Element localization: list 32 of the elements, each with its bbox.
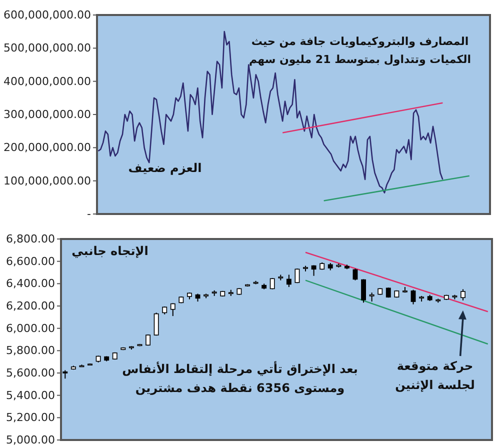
y-tick-label: 6,000.00 (6, 322, 55, 335)
y-tick-label: 400,000,000.00 (4, 74, 91, 88)
annotation: العزم ضعيف (128, 161, 202, 175)
candlestick (311, 264, 316, 276)
y-tick-label: 6,800.00 (6, 232, 55, 246)
annotation: بعد الإختراق تأتي مرحلة إلتقاط الأنفاس ومستوى 6356 نقطة هدف مشترين (122, 361, 358, 395)
candlestick (352, 268, 358, 281)
y-tick-label: 5,000.00 (6, 434, 55, 446)
y-tick-label: 500,000,000.00 (4, 42, 91, 55)
candlestick (294, 268, 300, 284)
candlestick (410, 289, 416, 305)
y-tick-label: 5,800.00 (6, 344, 55, 358)
y-tick-label: 5,400.00 (6, 388, 55, 402)
y-tick-label: 100,000,000.00 (4, 174, 91, 188)
y-tick-label: 600,000,000.00 (4, 8, 91, 22)
y-tick-label: 5,200.00 (6, 411, 55, 424)
y-tick-label: - (87, 208, 92, 220)
annotation: الإتجاه جانبي (72, 244, 148, 258)
annotation: المصارف والبتروكيماويات جافة من حيث الكميات وتتداول بمتوسط 21 مليون سهم (248, 35, 472, 66)
y-tick-label: 300,000,000.00 (4, 108, 91, 121)
candlestick (460, 288, 466, 301)
candlestick (170, 302, 176, 317)
y-tick-label: 6,400.00 (6, 277, 55, 290)
candlestick (286, 274, 292, 288)
y-tick-label: 5,600.00 (6, 366, 55, 380)
y-tick-label: 200,000,000.00 (4, 141, 91, 154)
annotation: حركة متوقعة لجلسة الإثنين (395, 359, 475, 392)
candlestick (270, 278, 275, 290)
y-tick-label: 6,200.00 (6, 300, 55, 312)
y-tick-label: 6,600.00 (6, 254, 55, 268)
candlestick (361, 278, 366, 304)
candlestick (154, 312, 159, 336)
